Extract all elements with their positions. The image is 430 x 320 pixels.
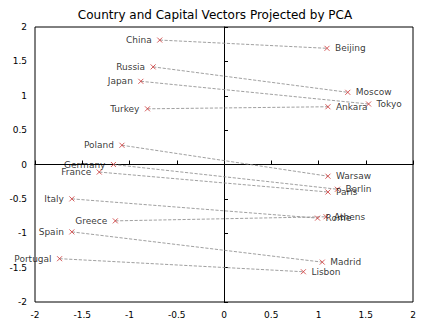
svg-text:Greece: Greece	[75, 216, 107, 226]
svg-text:Russia: Russia	[116, 62, 145, 72]
svg-text:1.5: 1.5	[13, 56, 27, 66]
svg-text:Athens: Athens	[334, 212, 365, 222]
svg-text:-1.5: -1.5	[73, 310, 91, 320]
svg-text:1: 1	[316, 310, 322, 320]
svg-text:-2: -2	[31, 310, 40, 320]
svg-text:1.5: 1.5	[359, 310, 373, 320]
svg-text:China: China	[126, 35, 152, 45]
svg-text:-2: -2	[18, 297, 27, 307]
svg-text:-0.5: -0.5	[9, 194, 27, 204]
svg-text:France: France	[61, 167, 91, 177]
svg-text:0.5: 0.5	[264, 310, 278, 320]
svg-text:Japan: Japan	[107, 76, 133, 86]
svg-text:Turkey: Turkey	[109, 104, 140, 114]
svg-text:-0.5: -0.5	[168, 310, 186, 320]
svg-text:Beijing: Beijing	[335, 43, 366, 53]
svg-text:0.5: 0.5	[13, 125, 27, 135]
svg-text:Portugal: Portugal	[14, 254, 51, 264]
svg-text:Tokyo: Tokyo	[376, 99, 403, 109]
svg-text:Country and Capital Vectors Pr: Country and Capital Vectors Projected by…	[78, 8, 353, 22]
svg-text:2: 2	[410, 310, 416, 320]
svg-text:Berlin: Berlin	[345, 184, 372, 195]
svg-text:Ankara: Ankara	[336, 102, 368, 112]
svg-text:2: 2	[21, 22, 27, 32]
svg-text:Spain: Spain	[39, 227, 64, 237]
svg-text:Poland: Poland	[84, 140, 114, 150]
svg-text:Italy: Italy	[44, 194, 64, 204]
svg-text:Germany: Germany	[64, 159, 106, 170]
svg-text:Madrid: Madrid	[330, 257, 361, 267]
svg-text:-1: -1	[18, 228, 27, 238]
svg-text:0: 0	[221, 310, 227, 320]
svg-text:Paris: Paris	[336, 187, 358, 197]
svg-text:Moscow: Moscow	[356, 87, 392, 97]
svg-text:-1: -1	[125, 310, 134, 320]
svg-text:1: 1	[21, 91, 27, 101]
svg-text:-1.5: -1.5	[9, 263, 27, 273]
svg-text:Warsaw: Warsaw	[336, 171, 371, 181]
svg-text:Lisbon: Lisbon	[311, 267, 340, 277]
svg-text:0: 0	[21, 160, 27, 170]
